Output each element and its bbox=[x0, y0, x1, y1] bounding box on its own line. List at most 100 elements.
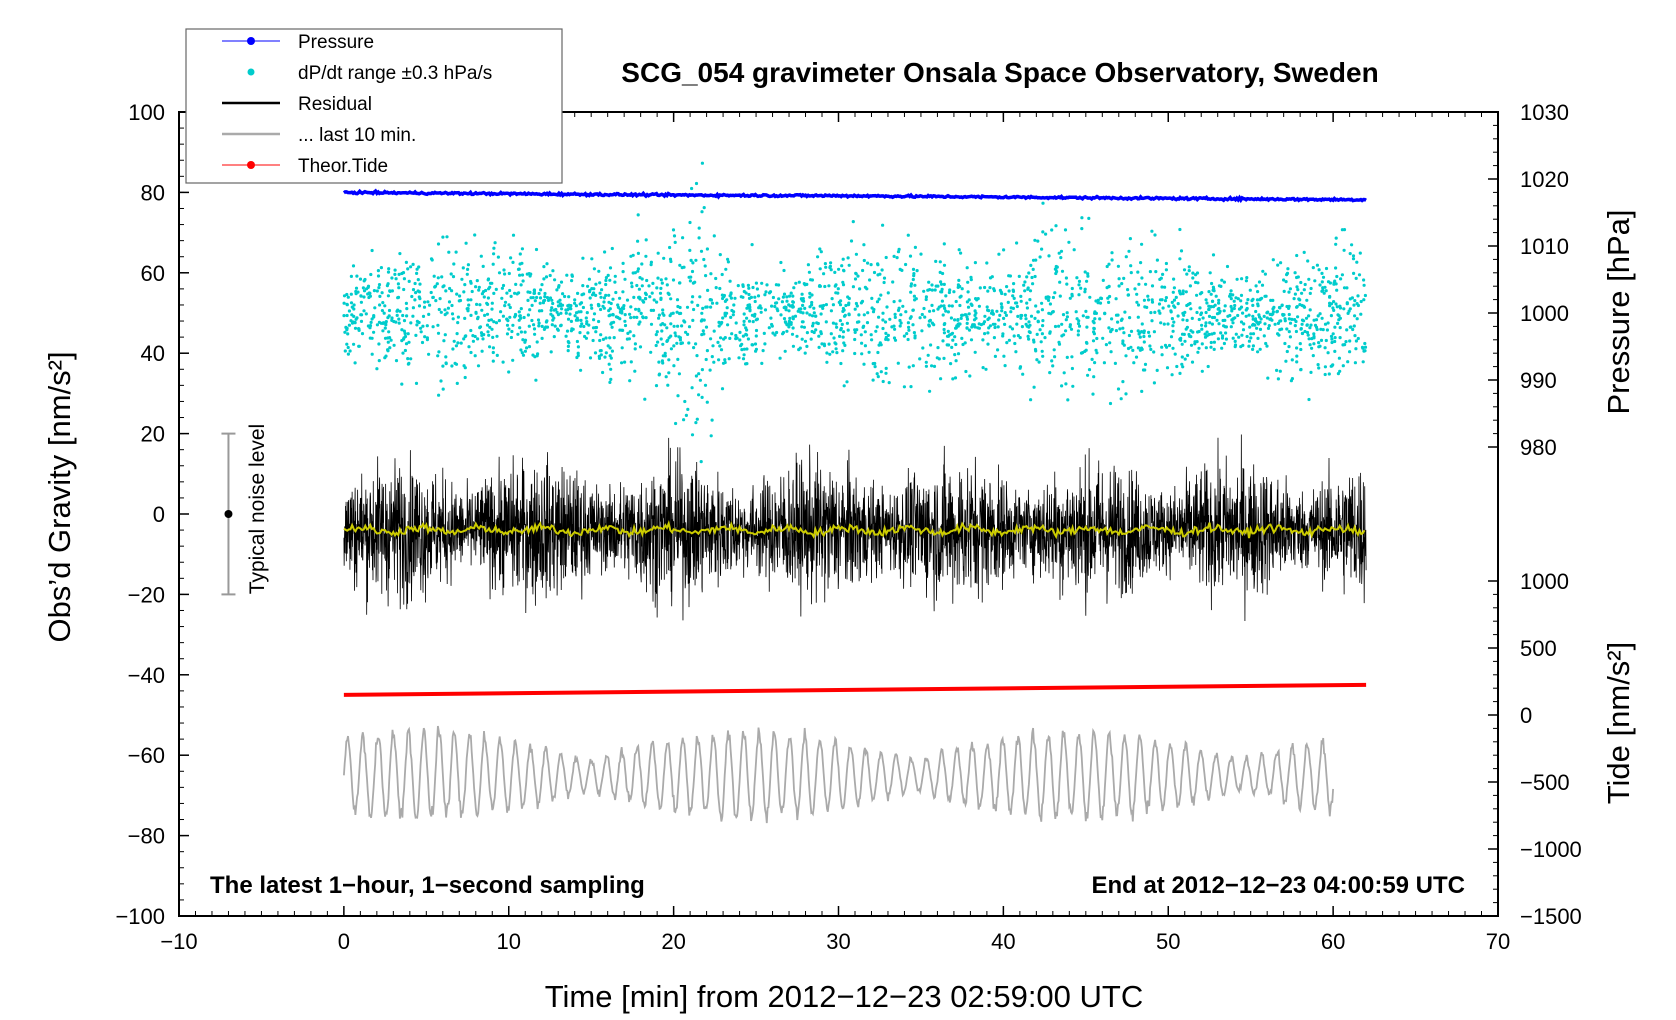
dpdt-point bbox=[1240, 333, 1244, 337]
dpdt-point bbox=[700, 368, 705, 372]
dpdt-point bbox=[633, 342, 638, 346]
dpdt-point bbox=[1147, 330, 1151, 334]
dpdt-point bbox=[818, 304, 822, 308]
dpdt-point bbox=[1218, 309, 1222, 313]
dpdt-point bbox=[950, 345, 954, 349]
dpdt-point bbox=[1295, 275, 1299, 280]
dpdt-point bbox=[801, 320, 805, 324]
dpdt-point bbox=[771, 331, 775, 335]
dpdt-point bbox=[1312, 334, 1316, 339]
dpdt-point bbox=[548, 273, 552, 278]
dpdt-point bbox=[567, 295, 571, 299]
dpdt-point bbox=[1154, 270, 1158, 274]
dpdt-point bbox=[1210, 299, 1215, 303]
dpdt-point bbox=[1246, 298, 1250, 302]
dpdt-point bbox=[1074, 310, 1078, 314]
dpdt-point bbox=[957, 278, 961, 282]
dpdt-point bbox=[455, 381, 459, 385]
dpdt-point bbox=[781, 295, 786, 299]
dpdt-point bbox=[435, 282, 439, 286]
dpdt-point bbox=[628, 379, 632, 383]
dpdt-point bbox=[1152, 330, 1156, 334]
dpdt-point bbox=[1181, 292, 1185, 296]
dpdt-point bbox=[892, 324, 896, 328]
dpdt-point bbox=[1173, 352, 1177, 356]
dpdt-point bbox=[777, 283, 781, 287]
dpdt-point bbox=[1240, 277, 1244, 281]
dpdt-point bbox=[1308, 291, 1312, 295]
dpdt-point bbox=[355, 274, 359, 278]
dpdt-point bbox=[723, 358, 727, 362]
dpdt-point bbox=[517, 291, 521, 295]
dpdt-point bbox=[439, 310, 443, 314]
dpdt-point bbox=[375, 367, 379, 371]
dpdt-point bbox=[933, 288, 937, 292]
dpdt-point bbox=[1137, 282, 1141, 286]
dpdt-point bbox=[1213, 303, 1217, 307]
dpdt-point bbox=[459, 341, 463, 345]
dpdt-point bbox=[730, 332, 734, 336]
dpdt-point bbox=[1172, 277, 1176, 281]
dpdt-point bbox=[991, 322, 995, 326]
dpdt-point bbox=[403, 334, 408, 339]
dpdt-point bbox=[844, 303, 848, 308]
dpdt-point bbox=[870, 296, 874, 300]
dpdt-point bbox=[1139, 261, 1143, 265]
dpdt-point bbox=[661, 308, 665, 312]
dpdt-point bbox=[485, 312, 490, 316]
y-axis-label: Obs’d Gravity [nm/s²] bbox=[42, 351, 77, 642]
dpdt-point bbox=[748, 309, 752, 313]
dpdt-point bbox=[1088, 295, 1092, 299]
dpdt-point bbox=[1051, 364, 1055, 368]
dpdt-point bbox=[380, 309, 384, 313]
x-tick-label: 10 bbox=[497, 929, 521, 954]
dpdt-point bbox=[1361, 346, 1365, 350]
dpdt-point bbox=[860, 341, 864, 345]
dpdt-point bbox=[552, 335, 556, 339]
dpdt-point bbox=[1183, 339, 1187, 343]
dpdt-point bbox=[845, 321, 850, 325]
dpdt-point bbox=[1245, 276, 1249, 280]
dpdt-point bbox=[686, 407, 690, 411]
dpdt-point bbox=[1358, 251, 1362, 255]
dpdt-point bbox=[853, 330, 857, 334]
dpdt-point bbox=[841, 335, 845, 339]
dpdt-point bbox=[1265, 344, 1269, 348]
dpdt-point bbox=[581, 284, 585, 288]
dpdt-point bbox=[797, 307, 801, 311]
dpdt-point bbox=[451, 347, 455, 351]
dpdt-point bbox=[620, 346, 624, 350]
dpdt-point bbox=[1309, 370, 1313, 374]
dpdt-point bbox=[385, 284, 389, 288]
dpdt-point bbox=[747, 286, 751, 290]
dpdt-point bbox=[1148, 344, 1152, 348]
dpdt-point bbox=[1036, 319, 1040, 323]
dpdt-point bbox=[1334, 242, 1338, 246]
dpdt-point bbox=[1342, 228, 1347, 232]
dpdt-point bbox=[1164, 296, 1168, 300]
dpdt-point bbox=[606, 273, 610, 277]
dpdt-point bbox=[887, 381, 891, 385]
dpdt-point bbox=[1357, 273, 1362, 277]
dpdt-point bbox=[1157, 302, 1162, 306]
dpdt-point bbox=[705, 400, 709, 404]
dpdt-point bbox=[1236, 297, 1240, 301]
dpdt-point bbox=[869, 333, 873, 337]
dpdt-point bbox=[1012, 334, 1016, 338]
dpdt-point bbox=[845, 380, 849, 384]
dpdt-point bbox=[1109, 330, 1113, 334]
dpdt-point bbox=[1282, 289, 1286, 293]
dpdt-point bbox=[973, 313, 977, 317]
dpdt-point bbox=[395, 309, 399, 313]
dpdt-point bbox=[1185, 303, 1189, 308]
dpdt-point bbox=[1179, 249, 1184, 253]
dpdt-point bbox=[402, 287, 406, 292]
dpdt-point bbox=[519, 307, 523, 311]
dpdt-point bbox=[538, 296, 543, 300]
dpdt-point bbox=[953, 335, 957, 339]
dpdt-point bbox=[949, 362, 953, 366]
dpdt-point bbox=[676, 357, 680, 361]
dpdt-point bbox=[496, 255, 500, 259]
dpdt-point bbox=[1046, 298, 1051, 302]
dpdt-point bbox=[709, 337, 713, 341]
